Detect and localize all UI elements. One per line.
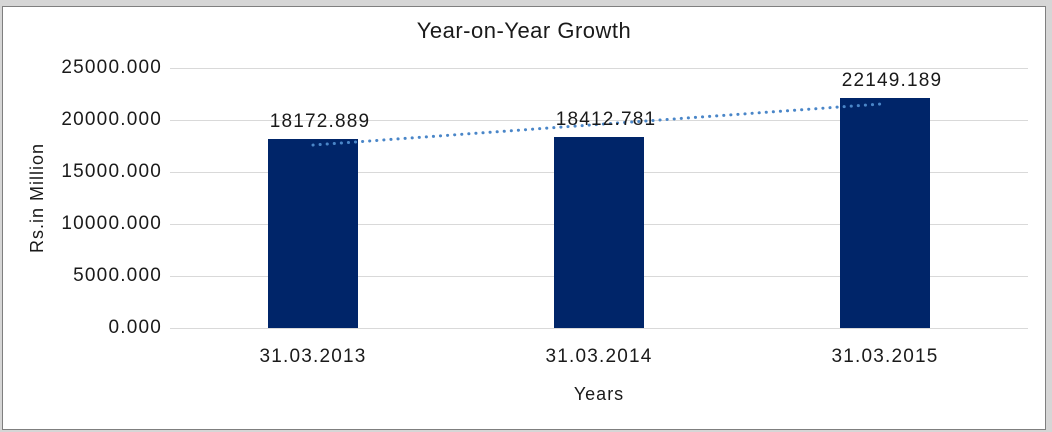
chart-title: Year-on-Year Growth bbox=[416, 18, 632, 43]
gridline bbox=[170, 68, 1028, 69]
bar bbox=[554, 137, 644, 328]
y-tick-label: 15000.000 bbox=[61, 161, 162, 182]
category-label: 31.03.2013 bbox=[259, 346, 367, 367]
y-tick-label: 10000.000 bbox=[61, 213, 162, 234]
y-tick-label: 0.000 bbox=[108, 317, 162, 338]
data-label: 22149.189 bbox=[841, 70, 943, 91]
data-label: 18412.781 bbox=[555, 109, 657, 130]
x-axis-title: Years bbox=[573, 384, 625, 404]
y-axis-title: Rs.in Million bbox=[27, 142, 47, 254]
y-tick-label: 25000.000 bbox=[61, 57, 162, 78]
category-label: 31.03.2014 bbox=[545, 346, 653, 367]
y-tick-label: 20000.000 bbox=[61, 109, 162, 130]
category-label: 31.03.2015 bbox=[831, 346, 939, 367]
bar bbox=[268, 139, 358, 328]
data-label: 18172.889 bbox=[269, 111, 371, 132]
plot-region: Year-on-Year Growth Rs.in Million Years … bbox=[3, 7, 1045, 429]
chart-container: Year-on-Year Growth Rs.in Million Years … bbox=[2, 6, 1046, 430]
bar bbox=[840, 98, 930, 328]
y-tick-label: 5000.000 bbox=[73, 265, 162, 286]
gridline bbox=[170, 328, 1028, 329]
